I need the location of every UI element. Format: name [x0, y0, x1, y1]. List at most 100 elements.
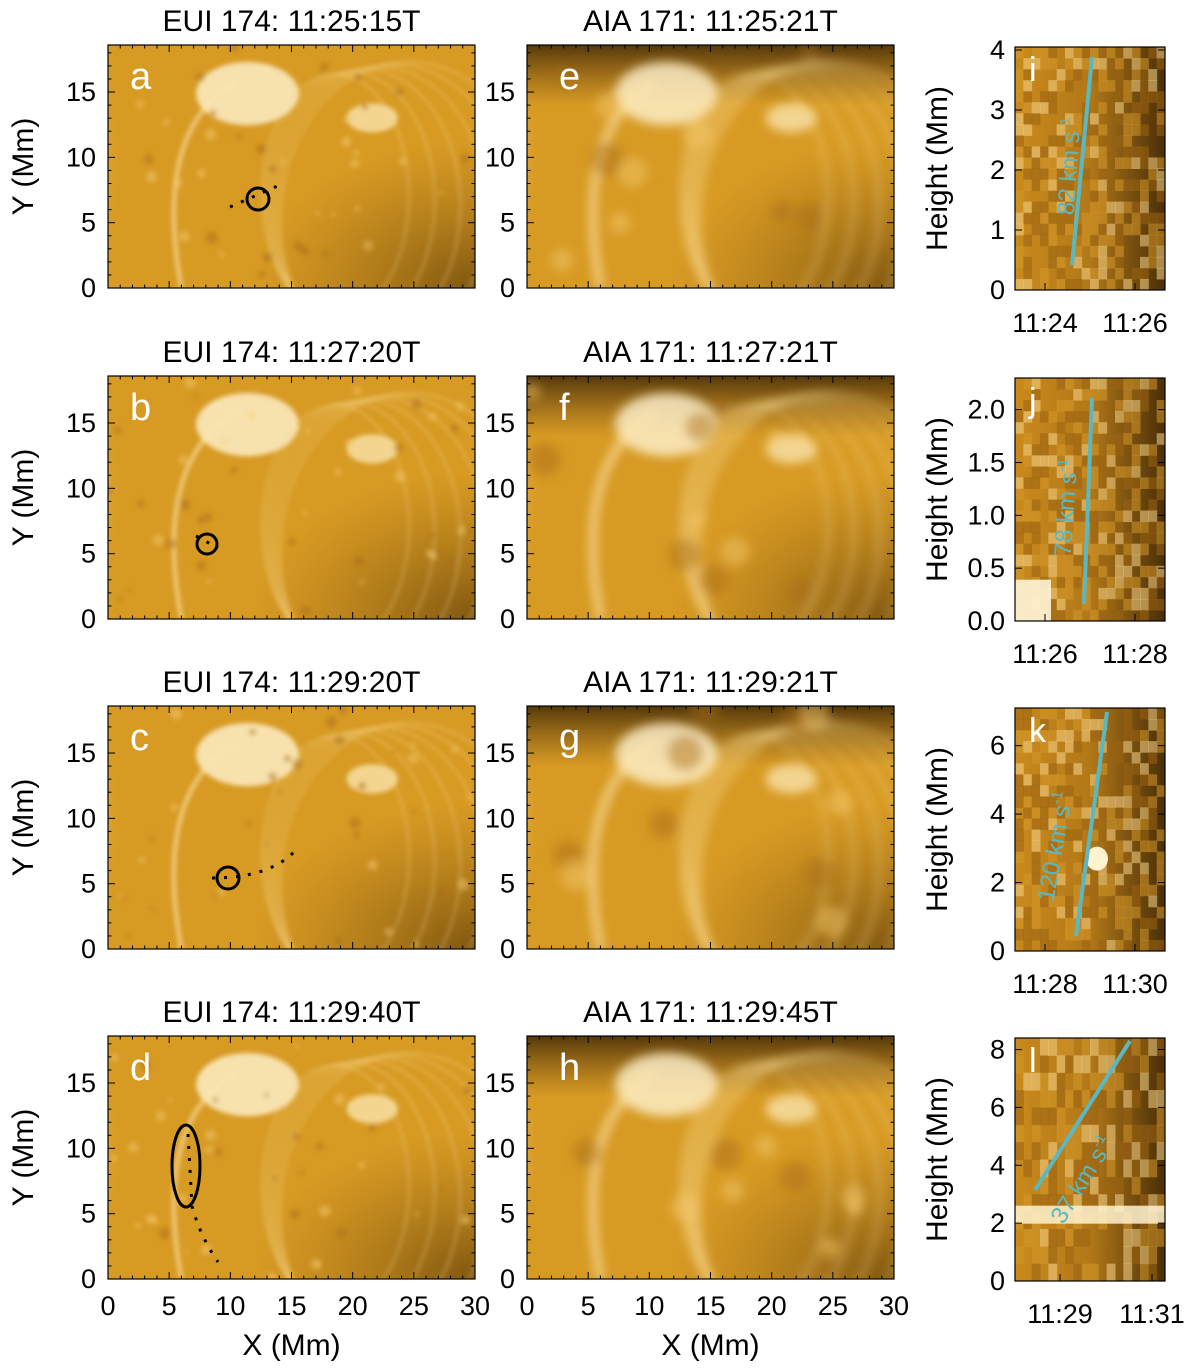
- td-pixel: [1140, 829, 1149, 842]
- td-pixel: [1015, 763, 1024, 775]
- y-tick-label: 15: [485, 408, 515, 438]
- td-pixel: [1065, 278, 1074, 290]
- td-pixel: [1106, 818, 1116, 830]
- td-pixel: [1106, 1246, 1116, 1265]
- td-pixel: [1065, 554, 1074, 567]
- td-pixel: [1023, 818, 1033, 830]
- x-tick-label: 20: [338, 1291, 368, 1321]
- td-pixel: [1048, 499, 1058, 512]
- eui-image: [108, 706, 475, 949]
- td-pixel: [1065, 1090, 1074, 1108]
- td-pixel: [1031, 47, 1041, 59]
- texture-speck: [134, 1222, 142, 1230]
- td-pixel: [1106, 80, 1116, 92]
- td-pixel: [1090, 719, 1099, 731]
- texture-speck: [690, 511, 707, 529]
- eui-image: [108, 45, 475, 288]
- td-pixel: [1123, 80, 1133, 92]
- td-pixel: [1023, 278, 1033, 290]
- td-pixel: [1131, 499, 1141, 512]
- td-pixel: [1031, 179, 1041, 192]
- td-pixel: [1098, 763, 1108, 775]
- td-pixel: [1073, 1072, 1083, 1091]
- td-pixel: [1081, 411, 1091, 423]
- td-pixel: [1081, 1142, 1091, 1160]
- td-pixel: [1031, 752, 1041, 764]
- td-pixel: [1131, 466, 1141, 478]
- td-pixel: [1131, 598, 1141, 611]
- td-pixel: [1090, 245, 1099, 258]
- td-pixel: [1031, 785, 1041, 797]
- circle-marker: [245, 186, 271, 212]
- td-pixel: [1131, 488, 1141, 500]
- td-y-tick-label: 0.0: [967, 606, 1005, 636]
- td-pixel: [1073, 576, 1083, 589]
- texture-speck: [353, 555, 365, 567]
- td-pixel: [1048, 455, 1058, 467]
- td-pixel: [1140, 400, 1149, 412]
- td-pixel: [1065, 1159, 1074, 1178]
- td-pixel: [1131, 796, 1141, 808]
- td-pixel: [1148, 1228, 1158, 1247]
- td-pixel: [1098, 884, 1108, 897]
- td-pixel: [1156, 862, 1165, 875]
- texture-speck: [340, 136, 352, 148]
- td-pixel: [1098, 234, 1108, 247]
- td-pixel: [1115, 433, 1124, 445]
- td-pixel: [1123, 124, 1133, 136]
- td-pixel: [1123, 146, 1133, 158]
- td-pixel: [1115, 378, 1124, 390]
- bright-region-right: [765, 103, 817, 133]
- td-pixel: [1140, 609, 1149, 621]
- td-pixel: [1123, 433, 1133, 445]
- td-frame: [1014, 46, 1166, 291]
- x-tick-label: 10: [634, 1291, 664, 1321]
- td-pixel: [1148, 818, 1158, 830]
- texture-speck: [294, 1043, 299, 1049]
- td-pixel: [1015, 190, 1024, 203]
- texture-speck: [165, 538, 177, 550]
- td-pixel: [1031, 1072, 1041, 1091]
- td-pixel: [1040, 796, 1049, 808]
- td-pixel: [1023, 939, 1033, 951]
- td-pixel: [1140, 1159, 1149, 1178]
- td-pixel: [1123, 1055, 1133, 1074]
- td-pixel: [1106, 146, 1116, 158]
- td-pixel: [1056, 422, 1066, 434]
- td-pixel: [1048, 135, 1058, 147]
- td-pixel: [1106, 278, 1116, 290]
- td-pixel: [1073, 1142, 1083, 1160]
- y-axis-label: Y (Mm): [7, 779, 40, 877]
- td-pixel: [1140, 256, 1149, 269]
- td-pixel: [1156, 730, 1165, 742]
- y-tick-label: 5: [500, 539, 515, 569]
- td-pixel: [1131, 80, 1141, 92]
- texture-speck: [209, 109, 217, 117]
- texture-speck: [709, 1138, 742, 1171]
- td-pixel: [1048, 411, 1058, 423]
- circle-marker: [195, 532, 219, 556]
- td-x-tick-label: 11:29: [1027, 1299, 1093, 1329]
- texture-speck: [168, 1097, 173, 1102]
- x-tick-label: 30: [879, 1291, 909, 1321]
- td-pixel: [1048, 708, 1058, 720]
- td-pixel: [1031, 58, 1041, 70]
- td-pixel: [1023, 917, 1033, 930]
- td-pixel: [1090, 1124, 1099, 1143]
- td-pixel: [1098, 499, 1108, 512]
- td-y-tick-label: 2: [990, 1208, 1005, 1238]
- aia-image: [527, 1036, 894, 1279]
- td-pixel: [1048, 91, 1058, 103]
- td-pixel: [1140, 565, 1149, 578]
- td-pixel: [1106, 1038, 1116, 1056]
- td-pixel: [1031, 389, 1041, 401]
- td-pixel: [1023, 499, 1033, 512]
- texture-speck: [179, 499, 191, 511]
- td-pixel: [1065, 245, 1074, 258]
- aia-panel: 0 5 10 15 f: [485, 375, 895, 634]
- aia-image: [527, 376, 894, 619]
- td-pixel: [1131, 113, 1141, 125]
- texture-speck: [438, 191, 443, 196]
- td-pixel: [1131, 146, 1141, 158]
